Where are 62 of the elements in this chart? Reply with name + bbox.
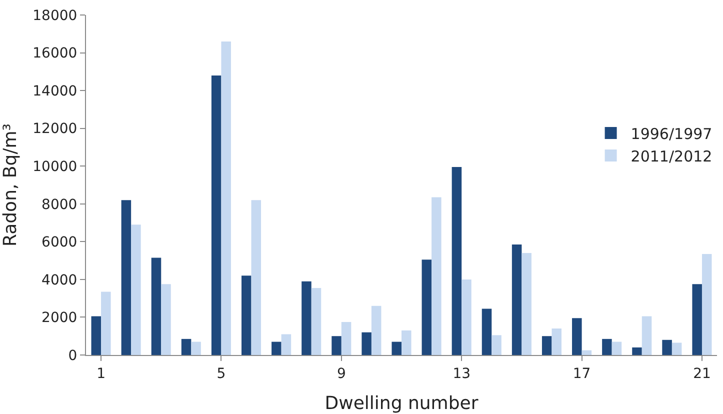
x-tick-label: 13 — [452, 366, 471, 382]
bar — [632, 347, 642, 355]
y-tick-label: 8000 — [42, 196, 78, 213]
bar — [341, 322, 352, 355]
bar — [332, 336, 342, 355]
legend-label: 1996/1997 — [630, 124, 712, 143]
bar — [552, 328, 562, 355]
bar — [662, 340, 672, 355]
bar — [151, 258, 162, 355]
bar — [482, 308, 492, 355]
bar — [191, 342, 201, 355]
y-tick-label: 18000 — [32, 8, 78, 24]
bar — [402, 330, 412, 355]
bar — [371, 306, 382, 355]
y-tick-label: 14000 — [32, 83, 78, 100]
y-axis-title: Radon, Bq/m³ — [0, 123, 21, 247]
x-axis-title: Dwelling number — [324, 392, 479, 414]
x-tick-label: 1 — [96, 366, 106, 382]
bar — [612, 342, 622, 355]
x-tick-label: 21 — [693, 366, 711, 382]
bar — [422, 260, 432, 355]
bar — [452, 167, 462, 355]
bar — [101, 292, 111, 355]
bar — [512, 244, 522, 355]
bar — [572, 318, 582, 355]
y-tick-label: 4000 — [42, 272, 78, 288]
y-tick-label: 2000 — [42, 310, 78, 326]
bar — [702, 254, 712, 355]
y-tick-label: 12000 — [32, 121, 78, 138]
bar — [582, 350, 592, 355]
bar — [642, 316, 652, 355]
y-tick-label: 10000 — [32, 159, 78, 176]
bar — [251, 200, 262, 355]
y-tick-label: 6000 — [42, 234, 78, 251]
bar — [692, 284, 702, 355]
bar — [492, 335, 502, 355]
bar — [281, 334, 292, 355]
bar — [272, 342, 282, 355]
y-tick-label: 0 — [68, 348, 78, 364]
bar — [302, 281, 312, 355]
x-tick-label: 9 — [336, 366, 346, 382]
x-tick-label: 17 — [572, 366, 591, 382]
bar — [522, 253, 532, 355]
bar — [311, 288, 322, 355]
bar — [602, 338, 612, 355]
bar — [542, 336, 552, 355]
x-tick-label: 5 — [216, 366, 226, 382]
bar — [362, 332, 372, 355]
bar — [242, 276, 252, 355]
bar — [462, 279, 472, 355]
bar — [91, 316, 102, 355]
y-tick-label: 16000 — [32, 46, 78, 62]
bar — [432, 197, 442, 355]
bar — [392, 342, 402, 355]
bar — [131, 224, 141, 355]
bar — [672, 342, 682, 355]
legend-label: 2011/2012 — [630, 147, 712, 166]
bar — [161, 284, 171, 355]
bar — [121, 200, 132, 355]
bar — [211, 75, 222, 355]
bar — [221, 41, 231, 355]
bar — [181, 338, 192, 355]
